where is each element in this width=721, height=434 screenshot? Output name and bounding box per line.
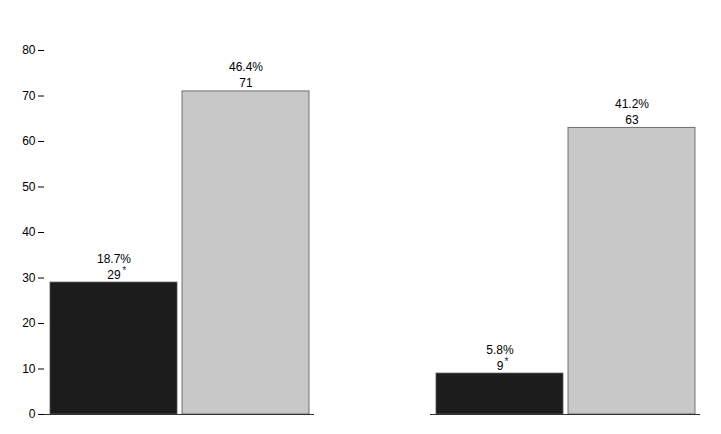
svg-text:9: 9 xyxy=(497,359,504,373)
svg-text:20: 20 xyxy=(22,316,36,330)
svg-text:*: * xyxy=(505,356,509,367)
svg-text:71: 71 xyxy=(239,76,253,90)
svg-text:40: 40 xyxy=(22,225,36,239)
svg-text:0: 0 xyxy=(29,407,36,421)
svg-text:80: 80 xyxy=(22,43,36,57)
svg-text:30: 30 xyxy=(22,271,36,285)
svg-text:10: 10 xyxy=(22,362,36,376)
svg-text:18.7%: 18.7% xyxy=(97,252,131,266)
svg-text:63: 63 xyxy=(625,113,639,127)
svg-text:60: 60 xyxy=(22,134,36,148)
svg-text:70: 70 xyxy=(22,89,36,103)
svg-text:5.8%: 5.8% xyxy=(486,343,514,357)
svg-text:50: 50 xyxy=(22,180,36,194)
svg-text:41.2%: 41.2% xyxy=(615,97,649,111)
svg-text:29: 29 xyxy=(107,268,121,282)
svg-text:46.4%: 46.4% xyxy=(229,60,263,74)
svg-text:*: * xyxy=(122,265,126,276)
